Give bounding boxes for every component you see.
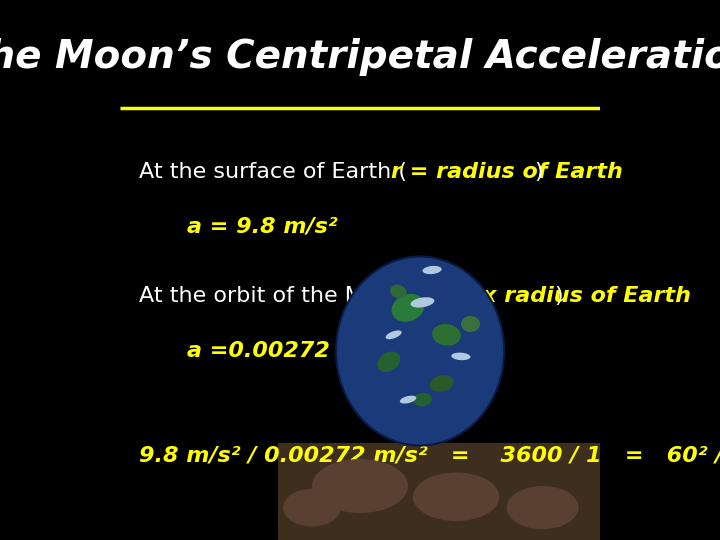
Text: 9.8 m/s² / 0.00272 m/s²   =    3600 / 1   =   60² / 1: 9.8 m/s² / 0.00272 m/s² = 3600 / 1 = 60²…: [139, 446, 720, 465]
Ellipse shape: [432, 324, 461, 346]
Ellipse shape: [507, 486, 579, 529]
Text: r = 60x radius of Earth: r = 60x radius of Earth: [405, 286, 690, 306]
Ellipse shape: [400, 396, 416, 403]
Text: r = radius of Earth: r = radius of Earth: [391, 162, 623, 182]
Circle shape: [336, 256, 504, 446]
Ellipse shape: [377, 352, 400, 372]
Ellipse shape: [390, 285, 407, 299]
Ellipse shape: [423, 266, 441, 274]
Text: At the surface of Earth (: At the surface of Earth (: [139, 162, 407, 182]
Ellipse shape: [283, 489, 341, 526]
Ellipse shape: [430, 375, 454, 391]
Ellipse shape: [312, 459, 408, 513]
Text: a =0.00272 m/s²: a =0.00272 m/s²: [187, 340, 392, 360]
Text: At the orbit of the Moon (: At the orbit of the Moon (: [139, 286, 421, 306]
Text: ): ): [554, 286, 563, 306]
Ellipse shape: [413, 472, 500, 521]
Text: ): ): [534, 162, 543, 182]
Ellipse shape: [461, 316, 480, 332]
Ellipse shape: [451, 353, 470, 360]
Ellipse shape: [413, 393, 432, 407]
Ellipse shape: [410, 297, 434, 308]
Text: The Moon’s Centripetal Acceleration: The Moon’s Centripetal Acceleration: [0, 38, 720, 76]
Ellipse shape: [392, 294, 425, 322]
FancyBboxPatch shape: [279, 443, 600, 540]
Text: a = 9.8 m/s²: a = 9.8 m/s²: [187, 216, 338, 236]
Ellipse shape: [386, 330, 402, 339]
